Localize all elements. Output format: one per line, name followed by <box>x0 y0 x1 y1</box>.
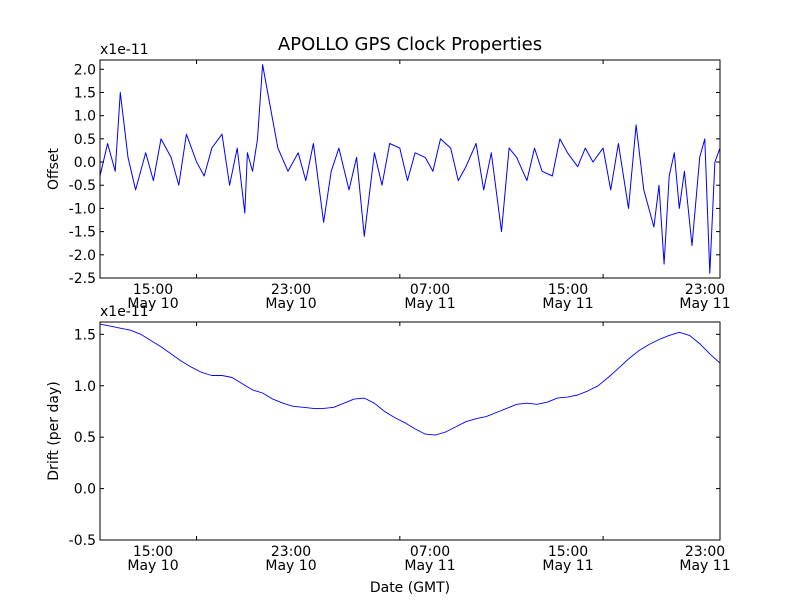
drift-x-tick-label-time: 07:00 <box>410 544 450 560</box>
offset-x-tick-label-time: 15:00 <box>133 282 173 298</box>
offset-y-tick-label: 1.5 <box>74 85 96 101</box>
drift-x-tick-label-time: 23:00 <box>271 544 311 560</box>
x-axis-label: Date (GMT) <box>370 580 450 596</box>
offset-x-tick-label-date: May 10 <box>127 296 178 312</box>
drift-x-tick-label-date: May 11 <box>679 558 730 574</box>
offset-y-tick-label: -2.5 <box>69 271 96 287</box>
offset-y-tick-label: 0.0 <box>74 155 96 171</box>
offset-x-tick-label-date: May 11 <box>542 296 593 312</box>
drift-x-tick-label-date: May 11 <box>404 558 455 574</box>
drift-x-tick-label-time: 15:00 <box>133 544 173 560</box>
drift-axes-frame <box>99 321 721 541</box>
drift-y-tick-label: 0.0 <box>74 482 96 498</box>
drift-scale-label: x1e-11 <box>100 304 149 320</box>
drift-x-tick-label-date: May 10 <box>127 558 178 574</box>
offset-x-tick-label-time: 23:00 <box>271 282 311 298</box>
drift-x-tick-label-date: May 10 <box>265 558 316 574</box>
offset-series-line <box>100 64 720 274</box>
offset-y-tick-label: 2.0 <box>74 62 96 78</box>
drift-y-tick-label: -0.5 <box>69 533 96 549</box>
offset-x-tick-label-time: 15:00 <box>548 282 588 298</box>
offset-x-tick-label-date: May 11 <box>679 296 730 312</box>
offset-x-tick-label-time: 07:00 <box>410 282 450 298</box>
offset-scale-label: x1e-11 <box>100 42 149 58</box>
offset-y-tick-label: 0.5 <box>74 132 96 148</box>
offset-y-tick-label: -2.0 <box>69 248 96 264</box>
offset-y-tick-label: -1.0 <box>69 201 96 217</box>
offset-y-axis-label: Offset <box>46 147 62 190</box>
offset-y-tick-label: -1.5 <box>69 225 96 241</box>
drift-x-tick-label-date: May 11 <box>542 558 593 574</box>
offset-y-tick-label: -0.5 <box>69 178 96 194</box>
chart-title: APOLLO GPS Clock Properties <box>278 34 542 55</box>
drift-x-tick-label-time: 23:00 <box>685 544 725 560</box>
offset-panel: -2.5 -2.0 -1.5 -1.0 -0.5 0.0 0.5 1.0 1.5 2.0 15:00… <box>46 42 731 312</box>
offset-x-tick-label-time: 23:00 <box>685 282 725 298</box>
offset-x-tick-label-date: May 11 <box>404 296 455 312</box>
offset-x-tick-label-date: May 10 <box>265 296 316 312</box>
drift-y-tick-label: 1.0 <box>74 379 96 395</box>
drift-series-line <box>100 323 720 436</box>
offset-y-tick-label: 1.0 <box>74 109 96 125</box>
drift-x-tick-label-time: 15:00 <box>548 544 588 560</box>
drift-y-tick-label: 1.5 <box>74 327 96 343</box>
drift-y-tick-label: 0.5 <box>74 430 96 446</box>
drift-y-axis-label: Drift (per day) <box>46 381 62 480</box>
offset-axes-frame <box>99 59 721 279</box>
